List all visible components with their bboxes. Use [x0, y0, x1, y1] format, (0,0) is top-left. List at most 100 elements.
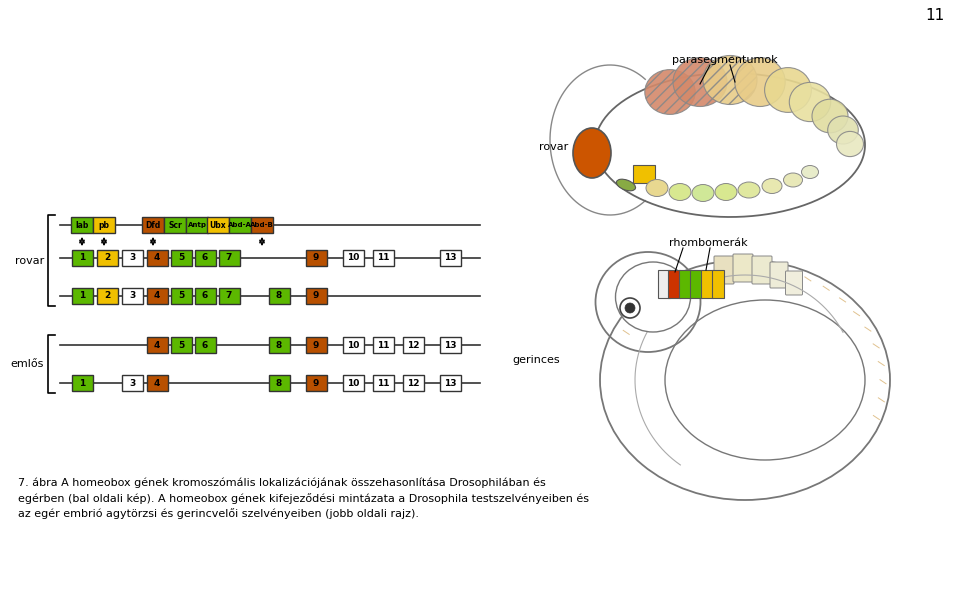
Ellipse shape — [573, 128, 611, 178]
FancyBboxPatch shape — [147, 288, 167, 304]
Ellipse shape — [734, 57, 785, 106]
Text: 3: 3 — [129, 379, 135, 388]
Ellipse shape — [789, 83, 830, 121]
Text: 4: 4 — [154, 254, 160, 263]
Text: 7. ábra A homeobox gének kromoszómális lokalizációjának összehasonlítása Drosoph: 7. ábra A homeobox gének kromoszómális l… — [18, 478, 589, 520]
FancyBboxPatch shape — [195, 288, 215, 304]
Text: 1: 1 — [79, 254, 85, 263]
FancyBboxPatch shape — [71, 217, 93, 233]
Ellipse shape — [673, 57, 727, 106]
FancyBboxPatch shape — [440, 375, 461, 391]
Text: 13: 13 — [444, 340, 456, 349]
Text: 1: 1 — [79, 379, 85, 388]
FancyBboxPatch shape — [229, 217, 251, 233]
Ellipse shape — [836, 132, 863, 157]
FancyBboxPatch shape — [171, 288, 191, 304]
Text: 5: 5 — [178, 340, 184, 349]
FancyBboxPatch shape — [147, 375, 167, 391]
Text: 10: 10 — [347, 340, 359, 349]
Text: 11: 11 — [376, 254, 389, 263]
Text: Ubx: Ubx — [209, 221, 227, 230]
FancyBboxPatch shape — [71, 250, 92, 266]
Text: 4: 4 — [154, 379, 160, 388]
Text: 13: 13 — [444, 254, 456, 263]
Text: gerinces: gerinces — [513, 355, 560, 365]
Circle shape — [625, 303, 635, 313]
FancyBboxPatch shape — [701, 270, 713, 298]
Ellipse shape — [645, 69, 695, 114]
Text: Scr: Scr — [168, 221, 181, 230]
Ellipse shape — [615, 262, 690, 332]
FancyBboxPatch shape — [122, 250, 142, 266]
FancyBboxPatch shape — [164, 217, 186, 233]
Text: 6: 6 — [202, 254, 208, 263]
Text: 8: 8 — [276, 379, 282, 388]
FancyBboxPatch shape — [658, 270, 670, 298]
Text: Antp: Antp — [187, 222, 206, 228]
Text: 10: 10 — [347, 379, 359, 388]
Ellipse shape — [703, 56, 757, 105]
Text: 7: 7 — [226, 254, 232, 263]
Ellipse shape — [828, 116, 858, 144]
FancyBboxPatch shape — [147, 250, 167, 266]
FancyBboxPatch shape — [402, 375, 423, 391]
Text: 8: 8 — [276, 291, 282, 301]
FancyBboxPatch shape — [195, 250, 215, 266]
FancyBboxPatch shape — [71, 288, 92, 304]
FancyBboxPatch shape — [690, 270, 702, 298]
FancyBboxPatch shape — [372, 337, 394, 353]
FancyBboxPatch shape — [668, 270, 680, 298]
FancyBboxPatch shape — [712, 270, 724, 298]
FancyBboxPatch shape — [97, 250, 117, 266]
FancyBboxPatch shape — [343, 250, 364, 266]
Text: 8: 8 — [276, 340, 282, 349]
Text: parasegmentumok: parasegmentumok — [672, 55, 778, 65]
FancyBboxPatch shape — [752, 256, 772, 284]
FancyBboxPatch shape — [305, 375, 326, 391]
Text: 3: 3 — [129, 254, 135, 263]
FancyBboxPatch shape — [219, 288, 239, 304]
Ellipse shape — [764, 68, 811, 112]
Ellipse shape — [669, 184, 691, 200]
Text: 13: 13 — [444, 379, 456, 388]
FancyBboxPatch shape — [71, 375, 92, 391]
Text: 9: 9 — [313, 254, 319, 263]
Text: 11: 11 — [376, 340, 389, 349]
FancyBboxPatch shape — [343, 337, 364, 353]
Text: lab: lab — [75, 221, 88, 230]
Text: 6: 6 — [202, 340, 208, 349]
Ellipse shape — [692, 185, 714, 202]
Text: 2: 2 — [104, 291, 110, 301]
Text: rovar: rovar — [14, 255, 44, 266]
FancyBboxPatch shape — [186, 217, 208, 233]
FancyBboxPatch shape — [305, 288, 326, 304]
Text: 5: 5 — [178, 254, 184, 263]
Text: Dfd: Dfd — [145, 221, 160, 230]
Text: 7: 7 — [226, 291, 232, 301]
Circle shape — [620, 298, 640, 318]
Text: Abd-B: Abd-B — [251, 222, 274, 228]
Text: pb: pb — [99, 221, 109, 230]
Text: 5: 5 — [178, 291, 184, 301]
FancyBboxPatch shape — [440, 337, 461, 353]
FancyBboxPatch shape — [679, 270, 691, 298]
FancyBboxPatch shape — [171, 337, 191, 353]
Text: 9: 9 — [313, 291, 319, 301]
Text: 12: 12 — [407, 340, 420, 349]
FancyBboxPatch shape — [372, 250, 394, 266]
Text: 2: 2 — [104, 254, 110, 263]
FancyBboxPatch shape — [219, 250, 239, 266]
Text: 12: 12 — [407, 379, 420, 388]
FancyBboxPatch shape — [402, 337, 423, 353]
Text: 4: 4 — [154, 291, 160, 301]
Text: Abd-A: Abd-A — [228, 222, 252, 228]
FancyBboxPatch shape — [733, 254, 753, 282]
Ellipse shape — [802, 166, 819, 178]
FancyBboxPatch shape — [207, 217, 229, 233]
Ellipse shape — [738, 182, 760, 198]
FancyBboxPatch shape — [770, 262, 788, 288]
Text: rovar: rovar — [539, 142, 568, 152]
Text: emlős: emlős — [11, 359, 44, 369]
FancyBboxPatch shape — [93, 217, 115, 233]
Text: 9: 9 — [313, 379, 319, 388]
